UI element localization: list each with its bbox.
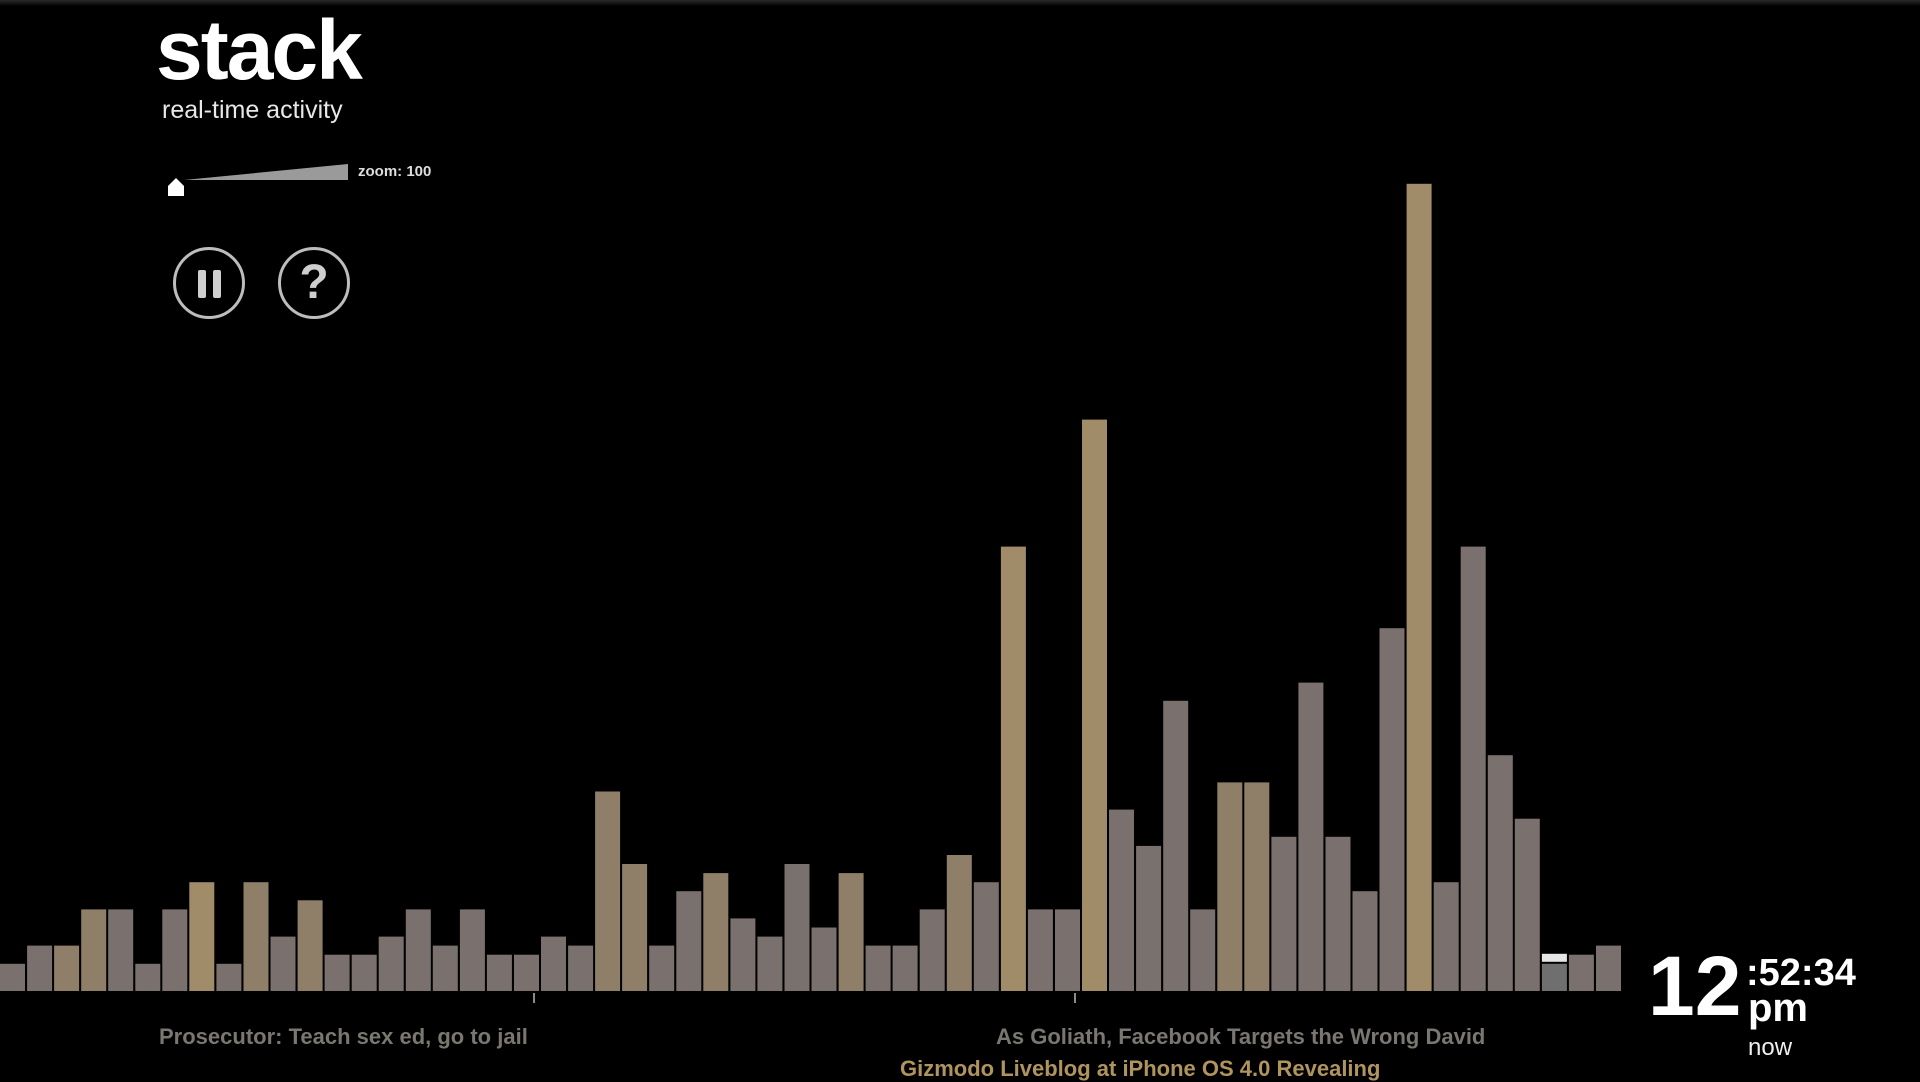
clock-status: now [1748, 1034, 1793, 1061]
activity-bar[interactable] [514, 954, 539, 991]
activity-bar[interactable] [162, 909, 188, 991]
activity-bar[interactable] [189, 882, 215, 991]
activity-bar[interactable] [622, 864, 648, 991]
help-button[interactable]: ? [278, 247, 350, 319]
activity-bar[interactable] [1352, 891, 1378, 991]
activity-bar[interactable] [919, 909, 945, 991]
activity-bar[interactable] [1487, 755, 1513, 991]
activity-bar[interactable] [54, 945, 80, 991]
activity-bar[interactable] [757, 936, 783, 991]
activity-bar[interactable] [1055, 909, 1080, 991]
activity-bar[interactable] [676, 891, 702, 991]
activity-bar[interactable] [1000, 546, 1026, 991]
app-title: stack [156, 3, 363, 97]
activity-bar[interactable] [1163, 700, 1189, 991]
activity-bar[interactable] [324, 954, 350, 991]
activity-bar[interactable] [135, 963, 161, 991]
activity-bar[interactable] [568, 945, 594, 991]
activity-bar[interactable] [1406, 183, 1432, 992]
activity-bar[interactable] [243, 882, 269, 991]
top-border [0, 0, 1920, 6]
activity-bar[interactable] [973, 882, 999, 991]
activity-bar[interactable] [1136, 845, 1162, 991]
zoom-slider-track[interactable] [184, 162, 348, 182]
activity-bar[interactable] [1271, 836, 1297, 991]
app-subtitle: real-time activity [162, 96, 343, 124]
headline-2[interactable]: As Goliath, Facebook Targets the Wrong D… [996, 1024, 1486, 1049]
activity-bar[interactable] [1027, 909, 1053, 991]
activity-bar[interactable] [1244, 782, 1270, 991]
pause-button[interactable] [173, 247, 245, 319]
activity-bar[interactable] [27, 945, 53, 991]
activity-bar[interactable] [351, 954, 377, 991]
activity-bar[interactable] [432, 945, 458, 991]
activity-bar[interactable] [865, 945, 891, 991]
activity-bar[interactable] [216, 963, 242, 991]
activity-bar[interactable] [1325, 836, 1351, 991]
activity-bar[interactable] [1514, 818, 1540, 991]
activity-bar[interactable] [405, 909, 431, 991]
clock-ampm: pm [1748, 986, 1808, 1030]
activity-bar[interactable] [1596, 945, 1621, 991]
activity-bar[interactable] [1298, 682, 1324, 991]
headline-3[interactable]: Gizmodo Liveblog at iPhone OS 4.0 Reveal… [900, 1056, 1381, 1081]
activity-bar[interactable] [1379, 628, 1405, 991]
activity-bar[interactable] [81, 909, 107, 991]
activity-bar[interactable] [892, 945, 918, 991]
activity-bar[interactable] [0, 963, 25, 991]
activity-bar[interactable] [1568, 954, 1594, 991]
activity-bar[interactable] [784, 864, 810, 991]
activity-bar[interactable] [1109, 809, 1134, 991]
clock-hour: 12 [1648, 939, 1742, 1033]
help-icon: ? [299, 256, 329, 309]
activity-bar[interactable] [946, 855, 972, 991]
clock-minutes-seconds: :52:34 [1746, 952, 1856, 994]
activity-bar[interactable] [1082, 419, 1107, 992]
activity-bar[interactable] [270, 936, 296, 991]
zoom-slider-thumb[interactable] [168, 178, 184, 196]
activity-bar[interactable] [811, 927, 837, 992]
zoom-label: zoom: 100 [358, 163, 432, 180]
activity-bar[interactable] [1541, 963, 1567, 991]
activity-bar[interactable] [108, 909, 134, 991]
activity-bar[interactable] [1190, 909, 1216, 991]
activity-bar[interactable] [703, 873, 729, 991]
headline-1[interactable]: Prosecutor: Teach sex ed, go to jail [159, 1024, 528, 1049]
activity-bar[interactable] [459, 909, 485, 991]
activity-bar[interactable] [730, 918, 756, 991]
activity-bar[interactable] [1460, 546, 1486, 991]
activity-bar[interactable] [486, 954, 512, 991]
activity-bar[interactable] [595, 791, 621, 992]
activity-bar[interactable] [1217, 782, 1243, 991]
activity-bar[interactable] [649, 945, 675, 991]
activity-bar[interactable] [378, 936, 404, 991]
activity-bar[interactable] [541, 936, 566, 991]
activity-bar[interactable] [838, 873, 864, 991]
activity-bar[interactable] [1433, 882, 1459, 991]
current-bar-marker [1541, 953, 1567, 962]
activity-bar[interactable] [297, 900, 323, 991]
